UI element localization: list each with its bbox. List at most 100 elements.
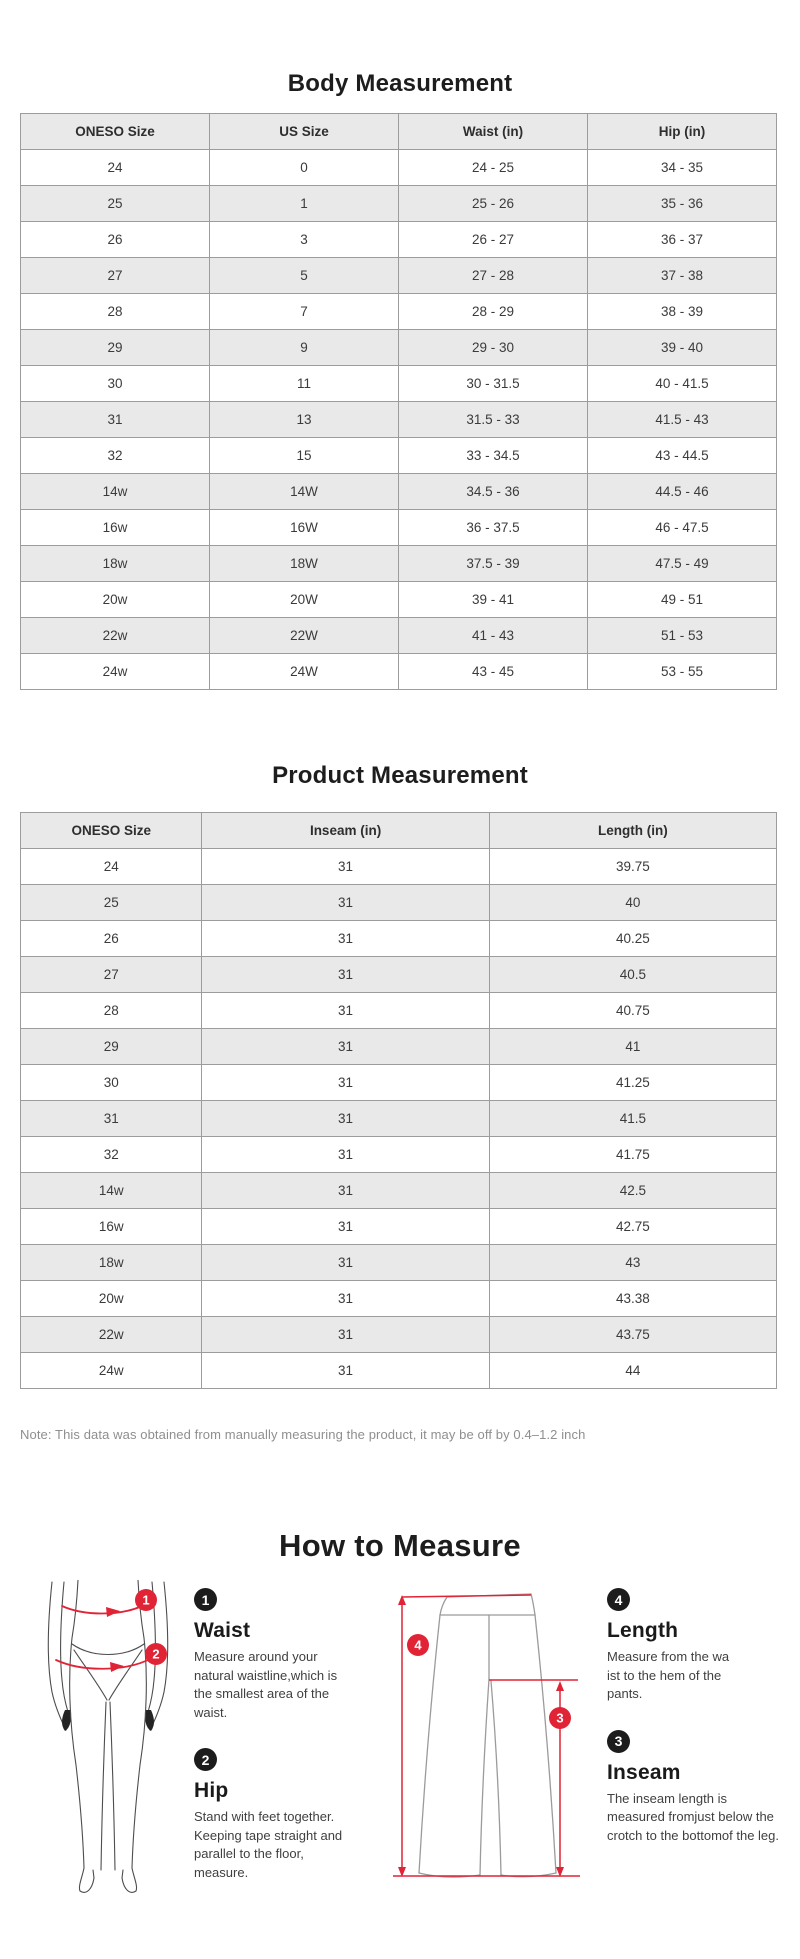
- table-cell: 37 - 38: [587, 257, 777, 294]
- table-cell: 53 - 55: [587, 653, 777, 690]
- table-cell: 31: [201, 1244, 490, 1281]
- table-row: 18w 18W 37.5 - 39 47.5 - 49: [20, 545, 777, 582]
- table-cell: 22w: [20, 617, 210, 654]
- column-header: Inseam (in): [201, 812, 490, 849]
- hip-figure-badge: [145, 1643, 167, 1665]
- table-cell: 29: [20, 329, 210, 366]
- table-cell: 40.75: [488, 992, 778, 1029]
- table-cell: 9: [209, 329, 399, 366]
- table-cell: 31: [201, 848, 490, 885]
- table-cell: 29: [19, 1028, 203, 1065]
- step-hip: 2 Hip Stand with feet together. Keeping …: [194, 1748, 344, 1882]
- table-cell: 18W: [209, 545, 399, 582]
- table-cell: 31: [201, 1028, 490, 1065]
- column-header: Hip (in): [587, 113, 777, 150]
- column-header: ONESO Size: [19, 812, 203, 849]
- table-cell: 40.25: [488, 920, 778, 957]
- product-measurement-table: ONESO Size Inseam (in) Length (in) 24 31 39.7…: [19, 812, 778, 1389]
- table-cell: 11: [209, 365, 399, 402]
- step-description-length: Measure from the wa ist to the hem of th…: [607, 1649, 730, 1702]
- table-cell: 41.75: [488, 1136, 778, 1173]
- table-cell: 16W: [209, 509, 399, 546]
- table-cell: 26: [19, 920, 203, 957]
- table-cell: 51 - 53: [587, 617, 777, 654]
- table-row: 24w 24W 43 - 45 53 - 55: [20, 653, 777, 690]
- table-row: 29 9 29 - 30 39 - 40: [20, 329, 777, 366]
- table-cell: 41: [488, 1028, 778, 1065]
- table-cell: 36 - 37.5: [398, 509, 588, 546]
- left-hand: [62, 1710, 72, 1731]
- table-cell: 31: [201, 1064, 490, 1101]
- table-row: 14w 14W 34.5 - 36 44.5 - 46: [20, 473, 777, 510]
- table-cell: 18w: [20, 545, 210, 582]
- table-cell: 1: [209, 185, 399, 222]
- column-header: US Size: [209, 113, 399, 150]
- table-cell: 41.5: [488, 1100, 778, 1137]
- steps-column-left: 1 Waist Measure around your natural wais…: [194, 1588, 344, 1883]
- body-measurement-table: ONESO Size US Size Waist (in) Hip (in) 24 0 24…: [20, 113, 777, 690]
- table-cell: 24W: [209, 653, 399, 690]
- step-waist: 1 Waist Measure around your natural wais…: [194, 1588, 344, 1722]
- table-row: 26 3 26 - 27 36 - 37: [20, 221, 777, 258]
- table-row: 29 31 41: [19, 1028, 778, 1065]
- table-cell: 46 - 47.5: [587, 509, 777, 546]
- table-cell: 16w: [20, 509, 210, 546]
- table-cell: 43 - 44.5: [587, 437, 777, 474]
- table-row: 31 31 41.5: [19, 1100, 778, 1137]
- table-cell: 31: [201, 1208, 490, 1245]
- pants-figure-illustration: 4 3: [393, 1593, 580, 1878]
- table-cell: 43.38: [488, 1280, 778, 1317]
- table-cell: 31: [201, 920, 490, 957]
- step-length: 4 Length Measure from the wa ist to the …: [607, 1588, 792, 1704]
- length-top-guide: [401, 1594, 532, 1598]
- table-cell: 31: [201, 992, 490, 1029]
- table-row: 22w 22W 41 - 43 51 - 53: [20, 617, 777, 654]
- table-cell: 24w: [19, 1352, 203, 1389]
- table-row: 24w 31 44: [19, 1352, 778, 1389]
- column-header: Length (in): [488, 812, 778, 849]
- waist-figure-badge: [135, 1589, 157, 1611]
- step-heading-inseam: Inseam: [607, 1760, 681, 1784]
- table-cell: 31: [201, 1316, 490, 1353]
- table-row: 25 31 40: [19, 884, 778, 921]
- table-cell: 31: [20, 401, 210, 438]
- table-cell: 31: [19, 1100, 203, 1137]
- step-number-badge-length: 4: [607, 1588, 630, 1611]
- table-row: 27 31 40.5: [19, 956, 778, 993]
- table-cell: 42.75: [488, 1208, 778, 1245]
- table-cell: 27 - 28: [398, 257, 588, 294]
- measurement-note: Note: This data was obtained from manual…: [20, 1427, 586, 1442]
- table-row: 22w 31 43.75: [19, 1316, 778, 1353]
- column-header: Waist (in): [398, 113, 588, 150]
- step-inseam: 3 Inseam The inseam length is measured f…: [607, 1729, 792, 1846]
- table-cell: 14w: [19, 1172, 203, 1209]
- table-cell: 31: [201, 1100, 490, 1137]
- waist-measure-arrow: [61, 1605, 143, 1615]
- table-row: 16w 31 42.75: [19, 1208, 778, 1245]
- product-measurement-title: Product Measurement: [272, 762, 528, 789]
- table-cell: 29 - 30: [398, 329, 588, 366]
- table-cell: 36 - 37: [587, 221, 777, 258]
- table-cell: 30: [20, 365, 210, 402]
- table-cell: 32: [20, 437, 210, 474]
- table-cell: 33 - 34.5: [398, 437, 588, 474]
- table-cell: 44: [488, 1352, 778, 1389]
- table-cell: 22w: [19, 1316, 203, 1353]
- table-row: 16w 16W 36 - 37.5 46 - 47.5: [20, 509, 777, 546]
- table-cell: 28: [19, 992, 203, 1029]
- table-cell: 37.5 - 39: [398, 545, 588, 582]
- table-cell: 32: [19, 1136, 203, 1173]
- table-cell: 47.5 - 49: [587, 545, 777, 582]
- table-cell: 39 - 41: [398, 581, 588, 618]
- table-cell: 24: [20, 149, 210, 186]
- step-description-hip: Stand with feet together. Keeping tape s…: [194, 1809, 343, 1881]
- steps-column-right: 4 Length Measure from the wa ist to the …: [607, 1588, 792, 1845]
- table-cell: 24 - 25: [398, 149, 588, 186]
- table-row: 26 31 40.25: [19, 920, 778, 957]
- table-row: 30 31 41.25: [19, 1064, 778, 1101]
- table-cell: 14W: [209, 473, 399, 510]
- table-cell: 27: [20, 257, 210, 294]
- table-cell: 13: [209, 401, 399, 438]
- table-row: 25 1 25 - 26 35 - 36: [20, 185, 777, 222]
- table-cell: 24: [19, 848, 203, 885]
